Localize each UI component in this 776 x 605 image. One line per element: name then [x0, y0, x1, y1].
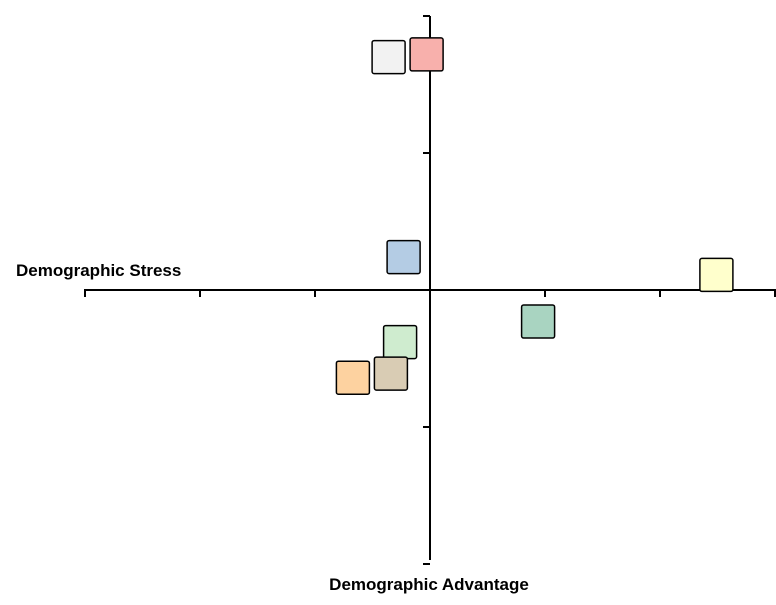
y-axis-label: Demographic Advantage [329, 575, 529, 594]
data-point [386, 239, 421, 275]
x-axis-label: Demographic Stress [16, 261, 181, 280]
data-point [520, 304, 556, 339]
data-point [373, 356, 409, 391]
data-point [699, 257, 734, 293]
data-point [382, 324, 418, 360]
data-point [371, 39, 406, 75]
data-point [409, 37, 444, 72]
x-axis-ticks [84, 290, 776, 297]
data-points [335, 37, 734, 395]
data-point [335, 360, 371, 395]
axes [84, 15, 776, 565]
y-axis-ticks [423, 15, 430, 565]
